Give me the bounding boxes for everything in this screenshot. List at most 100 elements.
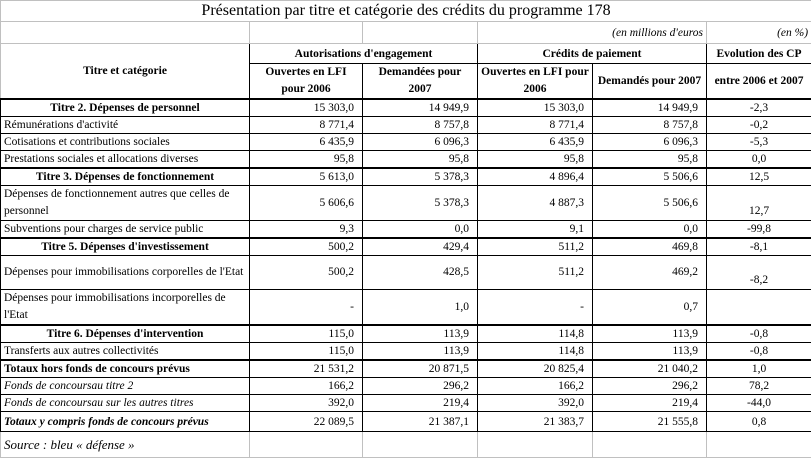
ae-2007-cell: 429,4	[363, 238, 478, 256]
table-row: Totaux y compris fonds de concours prévu…	[1, 412, 811, 432]
ae-2006-cell: 15 303,0	[250, 99, 363, 117]
ae-2007-cell: 219,4	[363, 395, 478, 412]
header-evo-period: entre 2006 et 2007	[707, 64, 811, 100]
empty-cell	[250, 432, 363, 458]
header-cp-2007: Demandés pour 2007	[593, 64, 707, 100]
table-row: Prestations sociales et allocations dive…	[1, 151, 811, 169]
cp-2007-cell: 5 506,6	[593, 186, 707, 221]
row-label: Titre 2. Dépenses de personnel	[1, 99, 250, 117]
evolution-cell: -0,8	[707, 343, 811, 361]
ae-2007-cell: 95,8	[363, 151, 478, 169]
cp-2006-cell: 392,0	[478, 395, 593, 412]
evolution-cell: 12,7	[707, 186, 811, 221]
cp-2007-cell: 113,9	[593, 343, 707, 361]
ae-2007-cell: 113,9	[363, 343, 478, 361]
ae-2006-cell: 8 771,4	[250, 117, 363, 134]
header-ae: Autorisations d'engagement	[250, 44, 478, 64]
cp-2007-cell: 0,0	[593, 221, 707, 239]
table-row: Subventions pour charges de service publ…	[1, 221, 811, 239]
ae-2006-cell: 6 435,9	[250, 134, 363, 151]
row-label: Subventions pour charges de service publ…	[1, 221, 250, 239]
cp-2007-cell: 469,8	[593, 238, 707, 256]
row-label: Titre 5. Dépenses d'investissement	[1, 238, 250, 256]
cp-2007-cell: 6 096,3	[593, 134, 707, 151]
cp-2007-cell: 14 949,9	[593, 99, 707, 117]
table-row: Dépenses pour immobilisations incorporel…	[1, 290, 811, 326]
cp-2007-cell: 21 040,2	[593, 360, 707, 378]
cp-2006-cell: 4 896,4	[478, 168, 593, 186]
ae-2006-cell: 95,8	[250, 151, 363, 169]
table-row: Fonds de concoursau sur les autres titre…	[1, 395, 811, 412]
empty-cell	[707, 432, 811, 458]
cp-2007-cell: 21 555,8	[593, 412, 707, 432]
table-title: Présentation par titre et catégorie des …	[1, 1, 811, 22]
cp-2007-cell: 5 506,6	[593, 168, 707, 186]
cp-2006-cell: 166,2	[478, 378, 593, 395]
empty-cell	[363, 22, 478, 44]
cp-2006-cell: 8 771,4	[478, 117, 593, 134]
ae-2006-cell: 5 613,0	[250, 168, 363, 186]
row-label: Transferts aux autres collectivités	[1, 343, 250, 361]
evolution-cell: 0,8	[707, 412, 811, 432]
cp-2006-cell: 6 435,9	[478, 134, 593, 151]
evolution-cell: -99,8	[707, 221, 811, 239]
ae-2007-cell: 20 871,5	[363, 360, 478, 378]
ae-2007-cell: 1,0	[363, 290, 478, 326]
header-ae-2007: Demandées pour 2007	[363, 64, 478, 100]
ae-2007-cell: 0,0	[363, 221, 478, 239]
ae-2006-cell: 392,0	[250, 395, 363, 412]
ae-2007-cell: 296,2	[363, 378, 478, 395]
ae-2007-cell: 21 387,1	[363, 412, 478, 432]
row-label: Dépenses pour immobilisations incorporel…	[1, 290, 250, 326]
evolution-cell: 1,0	[707, 360, 811, 378]
empty-cell	[363, 432, 478, 458]
ae-2006-cell: -	[250, 290, 363, 326]
empty-cell	[1, 22, 250, 44]
ae-2006-cell: 9,3	[250, 221, 363, 239]
evolution-cell: -8,2	[707, 256, 811, 290]
ae-2006-cell: 21 531,2	[250, 360, 363, 378]
cp-2006-cell: 21 383,7	[478, 412, 593, 432]
header-category: Titre et catégorie	[1, 44, 250, 100]
empty-cell	[478, 432, 593, 458]
row-label: Prestations sociales et allocations dive…	[1, 151, 250, 169]
cp-2006-cell: 511,2	[478, 238, 593, 256]
row-label: Cotisations et contributions sociales	[1, 134, 250, 151]
ae-2006-cell: 500,2	[250, 256, 363, 290]
cp-2007-cell: 296,2	[593, 378, 707, 395]
units-amount: (en millions d'euros	[478, 22, 707, 44]
table-row: Dépenses pour immobilisations corporelle…	[1, 256, 811, 290]
evolution-cell: -2,3	[707, 99, 811, 117]
row-label: Titre 6. Dépenses d'intervention	[1, 325, 250, 343]
cp-2006-cell: 95,8	[478, 151, 593, 169]
row-label: Fonds de concoursau sur les autres titre…	[1, 395, 250, 412]
cp-2006-cell: 15 303,0	[478, 99, 593, 117]
cp-2007-cell: 219,4	[593, 395, 707, 412]
ae-2007-cell: 6 096,3	[363, 134, 478, 151]
evolution-cell: -44,0	[707, 395, 811, 412]
empty-cell	[250, 22, 363, 44]
ae-2006-cell: 5 606,6	[250, 186, 363, 221]
table-row: Dépenses de fonctionnement autres que ce…	[1, 186, 811, 221]
ae-2007-cell: 8 757,8	[363, 117, 478, 134]
ae-2007-cell: 5 378,3	[363, 168, 478, 186]
cp-2006-cell: 114,8	[478, 343, 593, 361]
ae-2007-cell: 14 949,9	[363, 99, 478, 117]
ae-2006-cell: 115,0	[250, 343, 363, 361]
evolution-cell: 12,5	[707, 168, 811, 186]
row-label: Dépenses pour immobilisations corporelle…	[1, 256, 250, 290]
row-label: Totaux hors fonds de concours prévus	[1, 360, 250, 378]
cp-2006-cell: 511,2	[478, 256, 593, 290]
cp-2006-cell: 4 887,3	[478, 186, 593, 221]
evolution-cell: 78,2	[707, 378, 811, 395]
ae-2006-cell: 166,2	[250, 378, 363, 395]
cp-2007-cell: 0,7	[593, 290, 707, 326]
row-label: Rémunérations d'activité	[1, 117, 250, 134]
ae-2007-cell: 5 378,3	[363, 186, 478, 221]
